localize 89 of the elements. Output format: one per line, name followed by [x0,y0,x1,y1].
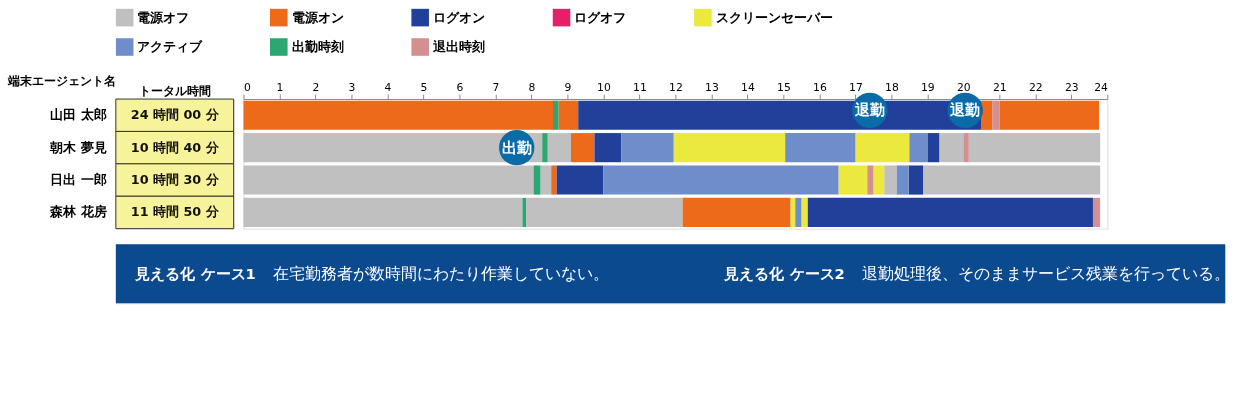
bar [553,100,559,130]
bar [522,197,527,228]
bar [1092,197,1101,228]
x-tick-label: 7 [492,80,500,94]
x-tick-label: 24 [1094,80,1108,94]
y-tick-label: 日出 一郎 [50,171,107,187]
text: 在宅勤務者が数時間にわたり作業していない。 [272,263,609,283]
annotation: 退勤 [853,101,885,119]
legend-label: 退出時刻 [431,38,485,54]
y-axis-title: 端末エージェント名 [7,73,117,88]
text: 見える化 ケース2 [723,264,845,282]
bar [673,133,786,163]
legend-label: 電源オフ [137,9,190,25]
bar [867,165,874,195]
legend-label: ログオン [432,9,485,25]
legend-label: ログオフ [574,9,627,25]
y-tick-label: 朝木 夢見 [49,139,107,155]
bar [807,197,1093,228]
bar [992,100,1000,130]
x-tick-label: 0 [243,80,251,94]
y-tick-label: 森林 花房 [49,204,107,220]
bar [526,197,683,228]
x-tick-label: 18 [885,80,899,94]
bar [927,133,940,163]
x-tick-label: 2 [312,80,320,94]
bar [551,165,557,195]
bar [603,165,839,195]
bar [801,197,808,228]
x-tick-label: 13 [705,80,719,94]
x-tick-label: 5 [420,80,428,94]
x-tick-label: 8 [528,80,536,94]
text: 退勤処理後、そのままサービス残業を行っている。 [861,263,1230,283]
bar [855,133,910,163]
bar [968,133,1101,163]
bar [547,133,572,163]
bar [873,165,885,195]
y2-tick-label: 11 時間 50 分 [130,204,220,220]
x-tick-label: 1 [276,80,284,94]
bar [243,197,523,228]
bar [909,133,928,163]
y2-tick-label: 24 時間 00 分 [130,107,220,123]
x-tick-label: 20 [957,80,971,94]
x-tick-label: 17 [849,80,863,94]
x-tick-label: 15 [777,80,791,94]
annotation: 退勤 [949,101,981,119]
y2-tick-label: 10 時間 30 分 [130,171,220,187]
y2-axis-title: トータル時間 [138,83,211,98]
x-tick-label: 3 [348,80,356,94]
x-tick-label: 6 [456,80,464,94]
x-tick-label: 19 [921,80,935,94]
x-tick-label: 12 [669,80,683,94]
bar [243,165,534,195]
x-tick-label: 22 [1029,80,1043,94]
bar [558,100,579,130]
bar [795,197,802,228]
bar [621,133,674,163]
bar [838,165,868,195]
bar [923,165,1101,195]
bar [785,133,856,163]
x-tick-label: 16 [813,80,827,94]
x-tick-label: 14 [741,80,755,94]
x-tick-label: 10 [597,80,611,94]
y-tick-label: 山田 太郎 [50,107,107,123]
bar [542,133,548,163]
bar [908,165,924,195]
legend-label: 出勤時刻 [291,38,344,54]
bar [243,100,554,130]
bar [556,165,604,195]
bar [963,133,969,163]
bar [682,197,791,228]
bar [571,133,595,163]
x-tick-label: 23 [1065,80,1079,94]
bar [939,133,964,163]
bar [884,165,897,195]
bar [594,133,622,163]
legend-label: スクリーンセーバー [715,9,833,25]
x-tick-label: 4 [384,80,392,94]
x-tick-label: 21 [993,80,1007,94]
x-tick-label: 11 [633,80,647,94]
y2-tick-label: 10 時間 40 分 [130,139,220,155]
bar [540,165,552,195]
x-tick-label: 9 [564,80,572,94]
bar [896,165,909,195]
text: 見える化 ケース1 [134,264,256,282]
bar [533,165,541,195]
bar [999,100,1100,130]
legend-label: アクティブ [137,38,204,54]
annotation: 出勤 [501,138,532,156]
legend-label: 電源オン [291,9,344,25]
